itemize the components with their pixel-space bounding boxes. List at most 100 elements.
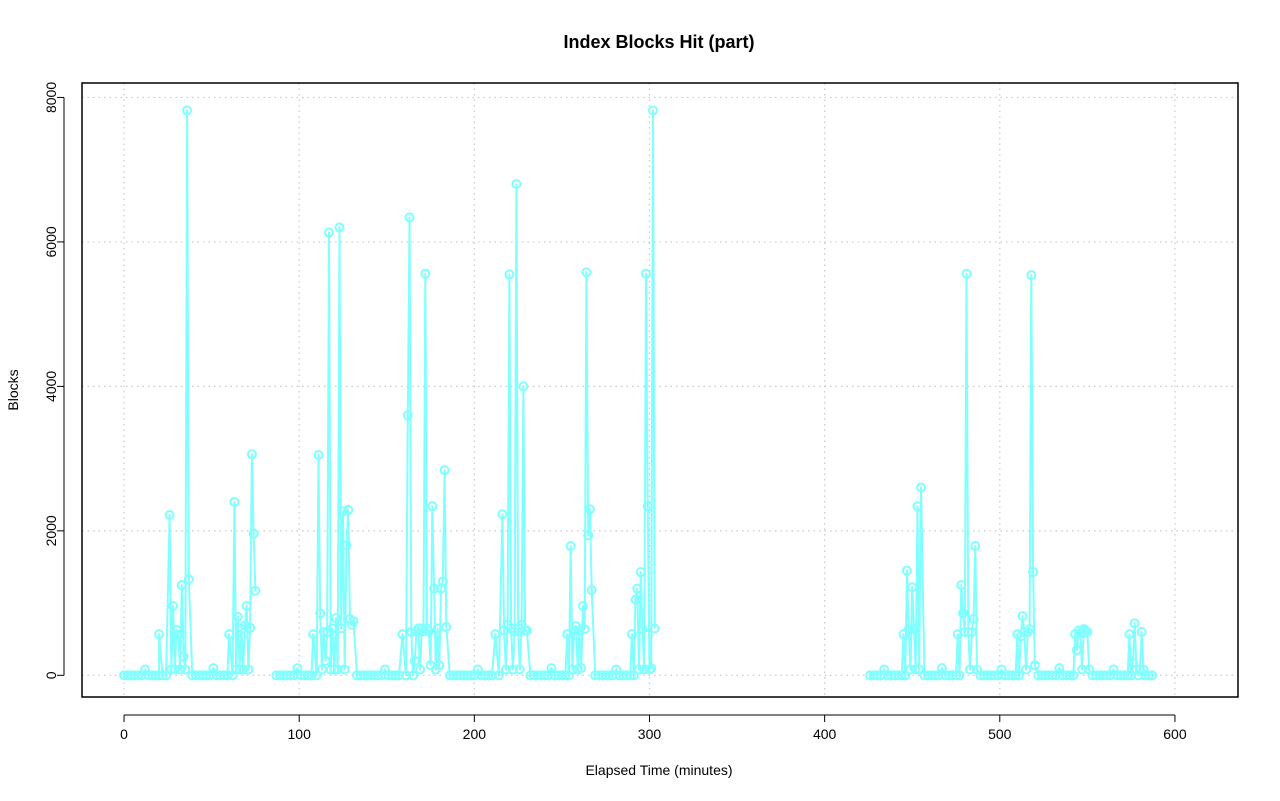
data-point: [183, 574, 194, 585]
y-axis-label: Blocks: [5, 369, 21, 410]
data-point: [222, 670, 233, 681]
data-point: [439, 465, 450, 476]
data-point: [1068, 670, 1079, 681]
data-point: [336, 623, 347, 634]
data-point: [1028, 567, 1039, 578]
data-point: [157, 670, 168, 681]
data-point: [896, 670, 907, 681]
data-point: [420, 268, 431, 279]
data-point: [539, 670, 550, 681]
data-point: [175, 664, 186, 675]
x-tick-label: 100: [288, 726, 312, 742]
data-point: [577, 600, 588, 611]
data-point: [635, 567, 646, 578]
x-tick-label: 500: [988, 726, 1012, 742]
x-tick-label: 200: [463, 726, 487, 742]
data-point: [914, 664, 925, 675]
data-point: [1147, 670, 1158, 681]
x-axis-label: Elapsed Time (minutes): [585, 762, 732, 778]
data-point: [640, 268, 651, 279]
data-point: [565, 541, 576, 552]
data-point: [415, 664, 426, 675]
data-point: [173, 629, 184, 640]
data-point: [320, 655, 331, 666]
data-point: [1122, 670, 1133, 681]
data-point: [171, 624, 182, 635]
data-point: [628, 670, 639, 681]
y-tick-label: 8000: [43, 82, 59, 113]
data-point: [339, 664, 350, 675]
data-point: [308, 629, 319, 640]
data-point: [958, 608, 969, 619]
series-layer: [124, 109, 1153, 677]
data-point: [1080, 625, 1091, 636]
data-point: [245, 622, 256, 633]
y-tick-label: 4000: [43, 371, 59, 402]
data-point: [583, 530, 594, 541]
data-point: [239, 620, 250, 631]
data-point: [323, 227, 334, 238]
data-point: [989, 670, 1000, 681]
data-point: [625, 670, 636, 681]
data-point: [644, 664, 655, 675]
data-point: [250, 585, 261, 596]
data-point: [872, 670, 883, 681]
data-point: [966, 626, 977, 637]
data-point: [434, 660, 445, 671]
data-point: [168, 600, 179, 611]
series-line: [124, 109, 257, 677]
y-tick-label: 6000: [43, 226, 59, 257]
data-point: [1010, 670, 1021, 681]
data-point: [908, 624, 919, 635]
data-point: [161, 670, 172, 681]
x-tick-label: 0: [120, 726, 128, 742]
data-point: [576, 663, 587, 674]
data-point: [1026, 270, 1037, 281]
chart-title: Index Blocks Hit (part): [563, 32, 754, 52]
y-tick-label: 0: [43, 671, 59, 679]
data-point: [956, 580, 967, 591]
data-point: [560, 670, 571, 681]
data-point: [518, 381, 529, 392]
data-point: [521, 625, 532, 636]
data-point: [1124, 629, 1135, 640]
data-point: [441, 621, 452, 632]
data-point: [647, 105, 658, 116]
x-tick-label: 300: [638, 726, 662, 742]
data-point: [1021, 664, 1032, 675]
data-point: [164, 509, 175, 520]
data-point: [898, 629, 909, 640]
data-point: [313, 450, 324, 461]
data-point: [1024, 624, 1035, 635]
data-point: [968, 613, 979, 624]
data-point: [169, 664, 180, 675]
data-point: [329, 664, 340, 675]
data-point: [903, 624, 914, 635]
data-point: [397, 629, 408, 640]
data-point: [483, 670, 494, 681]
data-point: [246, 449, 257, 460]
data-point: [423, 626, 434, 637]
data-point: [574, 625, 585, 636]
data-point: [929, 670, 940, 681]
data-point: [954, 670, 965, 681]
data-point: [970, 541, 981, 552]
data-point: [306, 670, 317, 681]
data-point: [1017, 611, 1028, 622]
data-point: [907, 582, 918, 593]
data-point: [248, 528, 259, 539]
data-point: [584, 504, 595, 515]
x-axis: 0 100 200 300 400 500 600: [120, 714, 1187, 742]
marker-layer: [119, 105, 1158, 681]
data-point: [1134, 664, 1145, 675]
data-point: [315, 608, 326, 619]
data-point: [373, 670, 384, 681]
data-point: [951, 670, 962, 681]
data-point: [1014, 670, 1025, 681]
data-point: [243, 664, 254, 675]
data-point: [961, 268, 972, 279]
data-point: [511, 179, 522, 190]
data-point: [1029, 660, 1040, 671]
data-point: [311, 670, 322, 681]
data-point: [633, 664, 644, 675]
